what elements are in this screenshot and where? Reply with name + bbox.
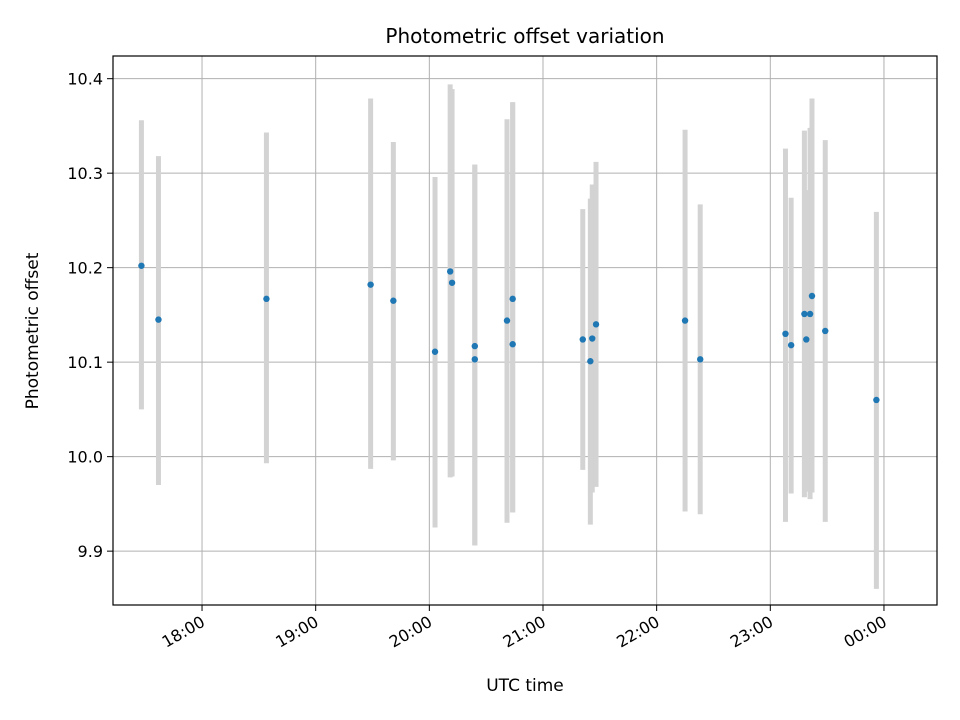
data-point [697,356,704,363]
data-point [471,356,479,363]
data-point [503,317,511,324]
data-point [431,348,439,355]
data-point [592,321,600,328]
y-tick-label: 10.1 [67,353,103,372]
y-tick-label: 10.0 [67,448,103,467]
data-point [446,268,454,275]
data-point [367,281,374,288]
data-point [803,336,810,343]
y-tick-label: 10.3 [67,164,103,183]
y-tick-label: 10.2 [67,259,103,278]
data-point [806,310,814,318]
data-point [138,262,145,269]
data-point [587,358,594,365]
data-point [155,316,162,323]
data-point [448,279,456,286]
y-tick-label: 9.9 [78,542,103,561]
data-point [782,330,789,338]
x-axis-label: UTC time [486,676,564,696]
data-point [263,295,270,303]
data-point [873,396,880,404]
data-point [808,292,816,300]
data-point [509,295,516,303]
data-points [138,262,880,404]
data-point [390,297,397,304]
data-point [509,341,516,348]
y-tick-label: 10.4 [67,70,103,89]
data-point [787,341,795,349]
data-point [681,317,689,324]
y-axis-ticks: 9.9 10.0 10.1 10.2 10.3 10.4 [67,70,113,561]
data-point [471,342,479,350]
chart-title: Photometric offset variation [385,24,664,48]
data-point [801,310,808,318]
data-point [579,336,586,343]
grid-lines [113,56,937,605]
plot-area-frame [112,55,938,606]
data-point [589,335,596,342]
data-point [822,327,829,335]
y-axis-label: Photometric offset [23,252,43,409]
